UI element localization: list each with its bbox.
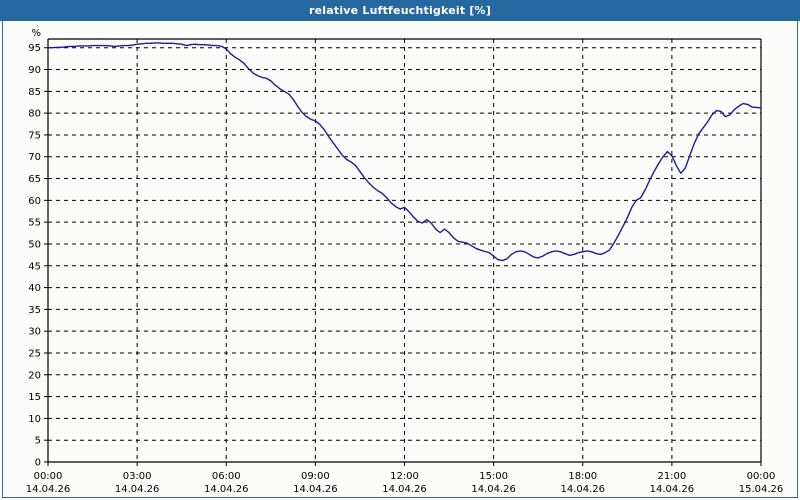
- window-title-bar: relative Luftfeuchtigkeit [%]: [0, 0, 800, 21]
- x-axis-tick-date: 14.04.26: [26, 484, 71, 495]
- x-axis-tick-time: 21:00: [657, 471, 686, 482]
- x-axis-tick-time: 00:00: [747, 471, 776, 482]
- x-axis-tick-date: 14.04.26: [204, 484, 249, 495]
- x-axis-tick-time: 06:00: [212, 471, 241, 482]
- x-axis-tick-time: 12:00: [390, 471, 419, 482]
- y-axis-tick-label: 15: [28, 392, 41, 403]
- x-axis-tick-date: 14.04.26: [650, 484, 695, 495]
- x-axis-tick-date: 14.04.26: [382, 484, 427, 495]
- gridlines-group: [48, 39, 761, 462]
- x-axis-tick-time: 09:00: [301, 471, 330, 482]
- x-axis-tick-time: 18:00: [568, 471, 597, 482]
- x-axis-tick-date: 14.04.26: [560, 484, 605, 495]
- y-axis-tick-label: 65: [28, 174, 41, 185]
- plot-area-wrapper: 0 5 10 15 20 25 30 35 40 45 50 55 60 65 70 75 80 85 90 95 0…: [3, 21, 799, 498]
- y-axis-tick-label: 75: [28, 130, 41, 141]
- x-axis-tick-date: 14.04.26: [293, 484, 338, 495]
- x-axis-tick-time: 15:00: [479, 471, 508, 482]
- y-axis-unit-label: %: [31, 28, 41, 39]
- y-axis-tick-label: 10: [28, 414, 41, 425]
- y-axis-tick-label: 40: [28, 283, 41, 294]
- y-axis-tick-label: 70: [28, 152, 41, 163]
- y-axis-labels-group: 0 5 10 15 20 25 30 35 40 45 50 55 60 65 70 75 80 85 90 95: [28, 43, 41, 468]
- y-axis-tick-label: 50: [28, 239, 41, 250]
- y-axis-tick-label: 35: [28, 305, 41, 316]
- chart-panel: 0 5 10 15 20 25 30 35 40 45 50 55 60 65 70 75 80 85 90 95 0…: [2, 21, 798, 498]
- y-axis-tick-label: 55: [28, 218, 41, 229]
- y-axis-tick-label: 85: [28, 87, 41, 98]
- axes-group: [44, 38, 762, 466]
- data-series-group: [47, 42, 762, 262]
- page-title: relative Luftfeuchtigkeit [%]: [309, 4, 491, 17]
- y-axis-tick-label: 5: [35, 436, 41, 447]
- humidity-line-chart: 0 5 10 15 20 25 30 35 40 45 50 55 60 65 70 75 80 85 90 95 0…: [26, 28, 784, 495]
- x-axis-tick-time: 00:00: [34, 471, 63, 482]
- y-axis-tick-label: 60: [28, 196, 41, 207]
- humidity-series-line: [47, 42, 762, 262]
- y-axis-tick-label: 90: [28, 65, 41, 76]
- x-axis-tick-time: 03:00: [123, 471, 152, 482]
- x-axis-labels-group: 00:00 14.04.26 03:00 14.04.26 06:00 14.04.26 0…: [26, 471, 784, 495]
- x-axis-tick-date: 14.04.26: [471, 484, 516, 495]
- x-axis-tick-date: 15.04.26: [739, 484, 784, 495]
- y-axis-tick-label: 0: [35, 458, 41, 469]
- y-axis-tick-label: 95: [28, 43, 41, 54]
- y-axis-tick-label: 45: [28, 261, 41, 272]
- y-axis-tick-label: 20: [28, 370, 41, 381]
- y-axis-tick-label: 30: [28, 327, 41, 338]
- y-axis-tick-label: 25: [28, 348, 41, 359]
- x-axis-tick-date: 14.04.26: [115, 484, 160, 495]
- y-axis-tick-label: 80: [28, 109, 41, 120]
